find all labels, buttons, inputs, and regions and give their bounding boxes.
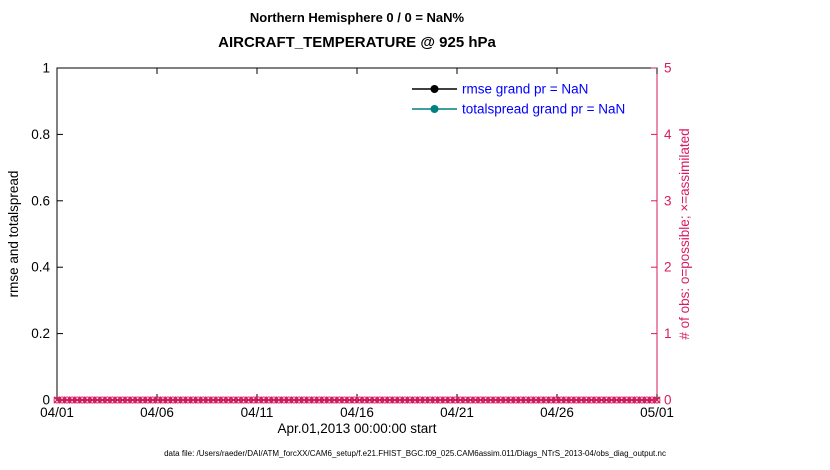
obs-count-markers: [53, 396, 661, 404]
svg-text:0: 0: [42, 393, 50, 408]
svg-text:0.4: 0.4: [31, 260, 50, 275]
svg-text:1: 1: [42, 61, 50, 76]
x-axis-label: Apr.01,2013 00:00:00 start: [277, 421, 437, 436]
svg-text:0.2: 0.2: [31, 326, 50, 341]
svg-text:04/11: 04/11: [241, 405, 274, 420]
axes: 04/01 04/06 04/11 04/16 04/21 04/26 05/0100.20…: [31, 61, 674, 421]
svg-text:1: 1: [664, 326, 672, 341]
svg-text:0.6: 0.6: [31, 193, 50, 208]
svg-text:3: 3: [664, 193, 672, 208]
svg-text:04/26: 04/26: [540, 405, 574, 420]
data-file-note: data file: /Users/raeder/DAI/ATM_forcXX/…: [164, 449, 666, 458]
svg-text:totalspread grand pr = NaN: totalspread grand pr = NaN: [462, 102, 625, 117]
svg-text:rmse grand pr = NaN: rmse grand pr = NaN: [462, 82, 588, 97]
svg-text:05/01: 05/01: [640, 405, 674, 420]
svg-text:2: 2: [664, 260, 672, 275]
svg-text:4: 4: [664, 127, 672, 142]
svg-text:04/01: 04/01: [40, 405, 74, 420]
plot-title-line2: AIRCRAFT_TEMPERATURE @ 925 hPa: [218, 34, 496, 51]
legend: rmse grand pr = NaN totalspread grand pr …: [412, 82, 625, 117]
plot-title-line1: Northern Hemisphere 0 / 0 = NaN%: [249, 10, 465, 25]
svg-text:0: 0: [664, 393, 672, 408]
svg-text:5: 5: [664, 61, 672, 76]
svg-text:04/06: 04/06: [140, 405, 174, 420]
svg-text:0.8: 0.8: [31, 127, 50, 142]
svg-text:04/16: 04/16: [340, 405, 374, 420]
svg-text:04/21: 04/21: [440, 405, 474, 420]
